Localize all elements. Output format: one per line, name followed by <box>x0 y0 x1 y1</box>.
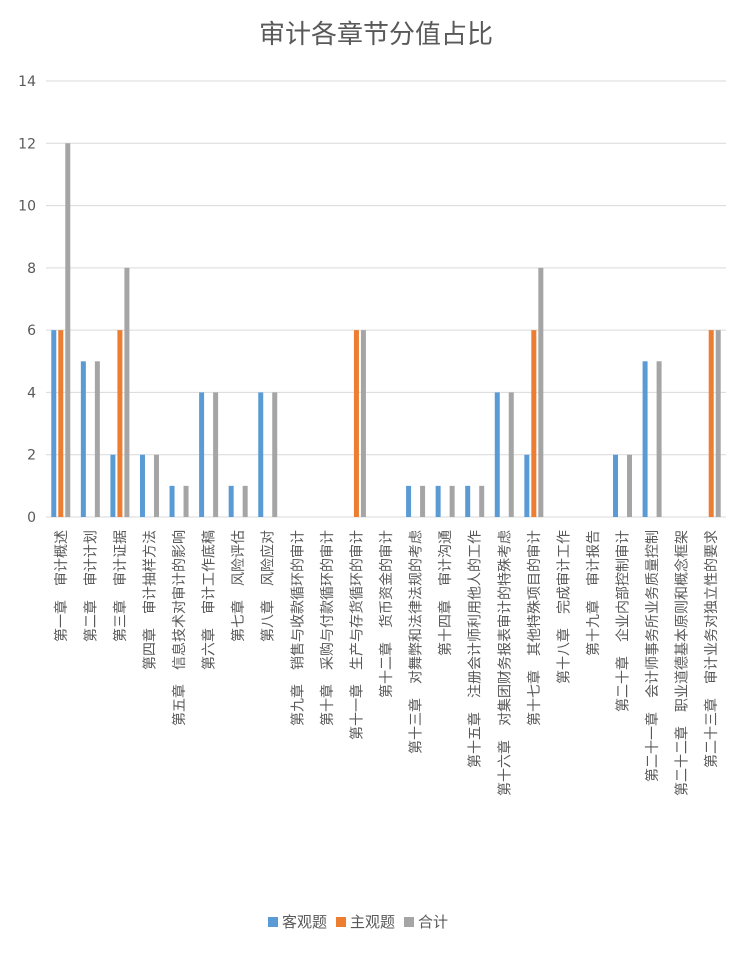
y-tick-label: 0 <box>27 510 36 526</box>
bar <box>524 454 530 517</box>
y-tick-label: 14 <box>18 74 36 90</box>
bar <box>435 485 441 517</box>
bar <box>360 330 366 517</box>
bar <box>51 330 57 517</box>
bar <box>124 267 130 517</box>
x-tick-label: 第五章 信息技术对审计的影响 <box>171 530 188 726</box>
x-tick-label: 第二十三章 审计业务对独立性的要求 <box>703 530 720 768</box>
bar <box>117 330 123 517</box>
bar <box>642 361 648 517</box>
y-tick-label: 10 <box>18 199 36 215</box>
bar <box>708 330 714 517</box>
bar <box>627 454 633 517</box>
bar <box>494 392 500 517</box>
bar <box>508 392 514 517</box>
x-tick-label: 第二十章 企业内部控制审计 <box>615 530 632 712</box>
x-tick-label: 第十五章 注册会计师利用他人的工作 <box>467 530 484 768</box>
x-axis-labels: 第一章 审计概述 第二章 审计计划 第三章 审计证据 第四章 审计抽样方法 第五章 信息… <box>53 530 720 796</box>
bar <box>228 485 234 517</box>
x-tick-label: 第十三章 对舞弊和法律法规的考虑 <box>408 530 425 754</box>
bar <box>465 485 471 517</box>
x-tick-label: 第十九章 审计报告 <box>585 530 602 656</box>
y-tick-label: 12 <box>18 136 36 152</box>
gridlines <box>46 80 726 518</box>
legend-label: 主观题 <box>350 913 395 931</box>
bar <box>420 485 426 517</box>
bar <box>58 330 64 517</box>
x-tick-label: 第十七章 其他特殊项目的审计 <box>526 530 543 726</box>
bar <box>272 392 278 517</box>
legend-swatch <box>404 917 414 927</box>
x-tick-label: 第十二章 货币资金的审计 <box>378 530 395 698</box>
x-tick-label: 第十四章 审计沟通 <box>437 530 454 656</box>
bar <box>531 330 537 517</box>
x-tick-label: 第十六章 对集团财务报表审计的特殊考虑 <box>496 530 513 796</box>
x-tick-label: 第七章 风险评估 <box>230 530 247 642</box>
y-tick-label: 8 <box>27 261 36 277</box>
y-tick-label: 4 <box>27 385 36 401</box>
x-tick-label: 第二十一章 会计师事务所业务质量控制 <box>644 530 661 782</box>
legend-swatch <box>336 917 346 927</box>
x-tick-label: 第十章 采购与付款循环的审计 <box>319 530 336 726</box>
bar <box>538 267 544 517</box>
bar <box>406 485 412 517</box>
legend-label: 合计 <box>418 913 448 931</box>
y-tick-label: 2 <box>27 448 36 464</box>
bar <box>656 361 662 517</box>
legend-swatch <box>268 917 278 927</box>
y-axis-ticks: 0 2 4 6 8 10 12 14 <box>18 74 36 526</box>
bars <box>51 143 721 518</box>
bar <box>65 143 71 518</box>
bar <box>715 330 721 517</box>
bar <box>353 330 359 517</box>
x-tick-label: 第一章 审计概述 <box>53 530 70 642</box>
x-tick-label: 第六章 审计工作底稿 <box>201 530 218 670</box>
bar <box>139 454 145 517</box>
bar <box>449 485 455 517</box>
chart-title: 审计各章节分值占比 <box>259 20 493 50</box>
bar <box>183 485 189 517</box>
x-tick-label: 第十一章 生产与存货循环的审计 <box>348 530 365 740</box>
bar <box>613 454 619 517</box>
x-tick-label: 第三章 审计证据 <box>112 530 129 642</box>
bar <box>94 361 100 517</box>
bar <box>110 454 116 517</box>
bar <box>153 454 159 517</box>
y-tick-label: 6 <box>27 323 36 339</box>
legend: 客观题 主观题 合计 <box>268 913 448 931</box>
bar <box>258 392 264 517</box>
bar <box>199 392 205 517</box>
bar <box>242 485 248 517</box>
x-tick-label: 第十八章 完成审计工作 <box>555 530 572 684</box>
x-tick-label: 第二十二章 职业道德基本原则和概念框架 <box>674 530 691 796</box>
x-tick-label: 第八章 风险应对 <box>260 530 277 642</box>
x-tick-label: 第四章 审计抽样方法 <box>141 530 158 670</box>
bar <box>213 392 219 517</box>
x-tick-label: 第九章 销售与收款循环的审计 <box>289 530 306 726</box>
x-tick-label: 第二章 审计计划 <box>82 530 99 642</box>
legend-label: 客观题 <box>282 913 327 931</box>
bar <box>80 361 86 517</box>
bar <box>169 485 175 517</box>
bar <box>479 485 485 517</box>
